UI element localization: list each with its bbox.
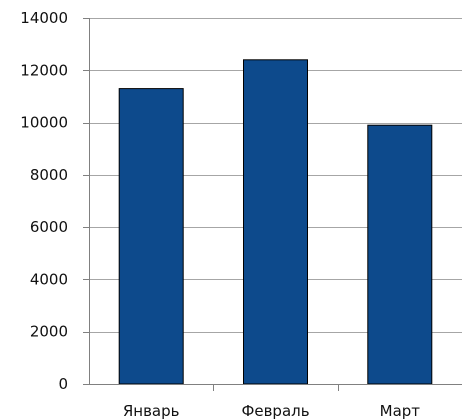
bar-1 bbox=[118, 88, 184, 385]
y-tick-label: 14000 bbox=[20, 9, 68, 27]
bar-2 bbox=[243, 59, 308, 385]
y-tick-label: 0 bbox=[58, 375, 68, 393]
y-tick-label: 2000 bbox=[30, 323, 68, 341]
axes bbox=[83, 18, 462, 391]
y-tick-label: 12000 bbox=[20, 61, 68, 79]
x-category-label: Январь bbox=[123, 402, 180, 420]
y-axis-ticks: 0 2000 4000 6000 8000 10000 12000 14000 bbox=[20, 9, 89, 393]
x-axis-labels: Январь Февраль Март bbox=[123, 402, 420, 420]
bars bbox=[118, 59, 433, 385]
y-tick-label: 8000 bbox=[30, 166, 68, 184]
y-tick-label: 6000 bbox=[30, 218, 68, 236]
y-tick-label: 10000 bbox=[20, 114, 68, 132]
y-tick-label: 4000 bbox=[30, 270, 68, 288]
x-category-label: Март bbox=[380, 402, 421, 420]
x-category-label: Февраль bbox=[241, 402, 309, 420]
bar-3 bbox=[367, 124, 433, 385]
